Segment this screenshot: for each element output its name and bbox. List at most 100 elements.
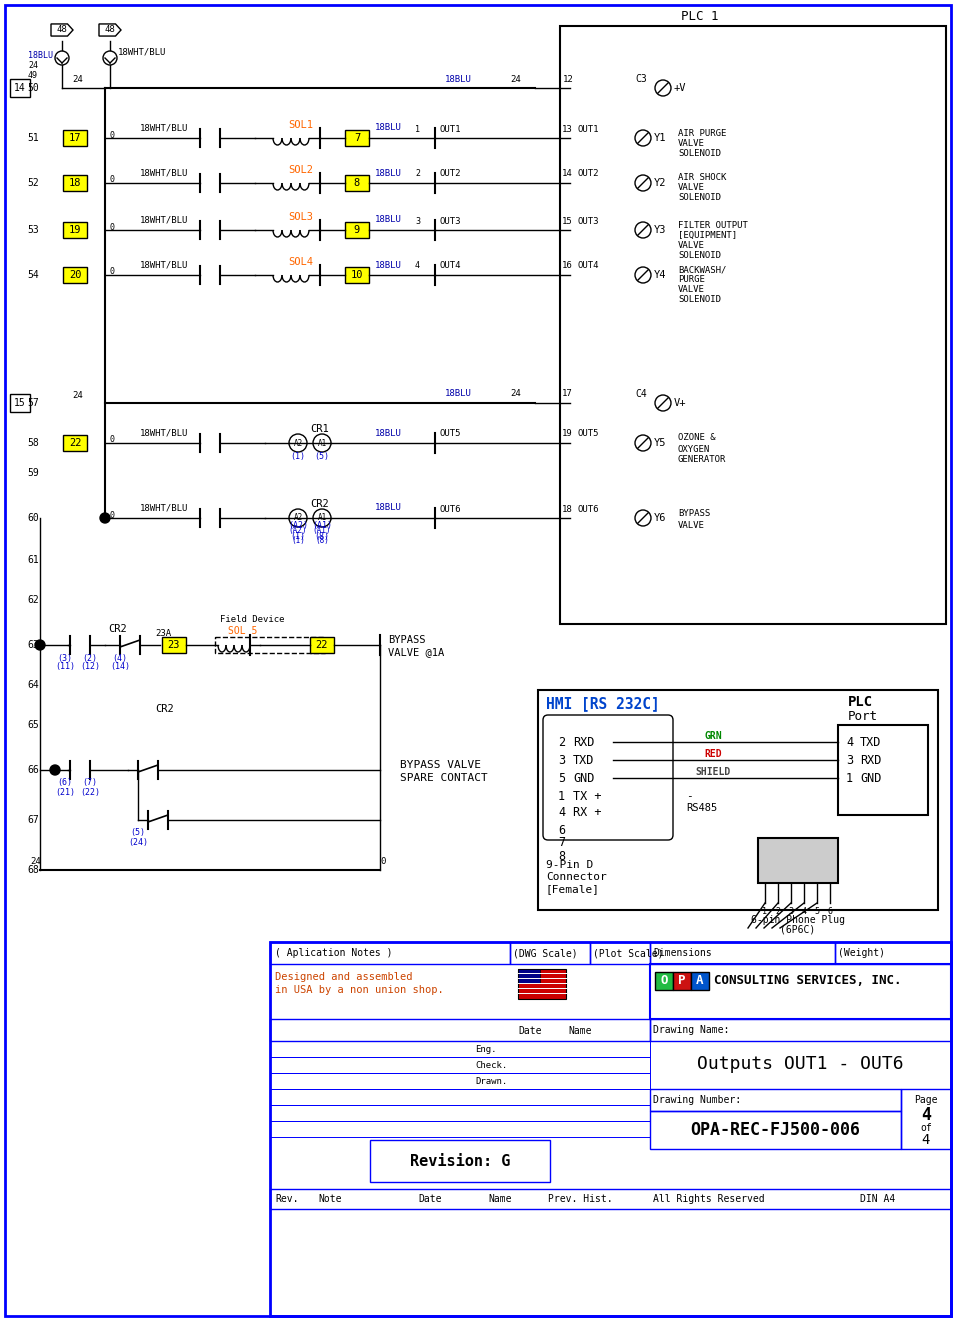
Text: OUT6: OUT6 (578, 505, 599, 514)
Text: 2: 2 (558, 736, 565, 749)
Text: 61: 61 (27, 555, 39, 565)
Text: 3: 3 (558, 753, 565, 766)
Text: 24: 24 (72, 75, 83, 85)
Text: OUT2: OUT2 (440, 169, 462, 178)
Text: TXD: TXD (860, 736, 881, 749)
Text: 19: 19 (562, 429, 573, 439)
Text: 59: 59 (27, 468, 39, 478)
Text: 18WHT/BLU: 18WHT/BLU (140, 123, 188, 132)
Text: 58: 58 (27, 439, 39, 448)
Bar (162, 637, 186, 653)
Text: OUT1: OUT1 (440, 124, 462, 133)
Text: VALVE @1A: VALVE @1A (388, 647, 445, 657)
Text: 66: 66 (27, 765, 39, 775)
Text: C3: C3 (635, 74, 647, 85)
Text: VALVE: VALVE (678, 240, 705, 250)
Text: SOLENOID: SOLENOID (678, 148, 721, 157)
Text: 54: 54 (27, 269, 39, 280)
Text: OZONE &: OZONE & (678, 433, 716, 443)
Bar (758, 838, 838, 882)
Text: SOLENOID: SOLENOID (678, 251, 721, 259)
Text: 18WHT/BLU: 18WHT/BLU (140, 503, 188, 513)
Text: SOL4: SOL4 (289, 258, 314, 267)
Text: 57: 57 (27, 398, 39, 408)
Bar (650, 964, 951, 1018)
Bar (63, 435, 87, 450)
Text: 18WHT/BLU: 18WHT/BLU (140, 169, 188, 177)
Text: Y2: Y2 (654, 178, 666, 188)
Text: 18WHT/BLU: 18WHT/BLU (140, 260, 188, 269)
Text: Y5: Y5 (654, 439, 666, 448)
Bar (270, 1018, 650, 1041)
Text: A1: A1 (317, 439, 327, 448)
Bar (345, 129, 369, 147)
Bar (345, 267, 369, 283)
Text: 18BLU: 18BLU (445, 390, 472, 399)
Bar (560, 26, 946, 624)
Text: CONSULTING SERVICES, INC.: CONSULTING SERVICES, INC. (714, 975, 902, 988)
Bar (835, 942, 951, 964)
Bar (655, 972, 673, 989)
Text: 18BLU: 18BLU (375, 503, 402, 513)
Text: in USA by a non union shop.: in USA by a non union shop. (275, 985, 444, 995)
Text: Date: Date (418, 1194, 442, 1203)
Text: OUT5: OUT5 (440, 429, 462, 439)
Text: (11): (11) (55, 663, 75, 671)
Text: (21): (21) (55, 787, 75, 797)
Text: A1: A1 (317, 514, 327, 523)
Text: 50: 50 (27, 83, 39, 92)
Text: 18BLU: 18BLU (375, 428, 402, 437)
Text: 17: 17 (69, 133, 81, 143)
Text: HMI [RS 232C]: HMI [RS 232C] (546, 696, 660, 712)
Text: All Rights Reserved: All Rights Reserved (653, 1194, 765, 1203)
Text: 53: 53 (27, 225, 39, 235)
Text: SOLENOID: SOLENOID (678, 296, 721, 305)
Text: 14: 14 (562, 169, 573, 178)
Text: (12): (12) (80, 663, 100, 671)
Text: OUT3: OUT3 (578, 217, 599, 226)
Bar (270, 1104, 650, 1122)
Text: PURGE: PURGE (678, 276, 705, 284)
Bar (270, 1073, 650, 1089)
Text: 63: 63 (27, 639, 39, 650)
Text: Drawing Name:: Drawing Name: (653, 1025, 729, 1034)
Text: 4: 4 (558, 806, 565, 819)
Text: (6): (6) (57, 778, 73, 787)
Text: 0: 0 (109, 176, 114, 185)
Polygon shape (99, 24, 121, 36)
Text: 8: 8 (354, 178, 360, 188)
Text: RXD: RXD (860, 753, 881, 766)
Text: C4: C4 (635, 388, 647, 399)
Bar (270, 1057, 650, 1073)
Bar (270, 942, 510, 964)
Text: Name: Name (488, 1194, 511, 1203)
Text: ( Aplication Notes ): ( Aplication Notes ) (275, 948, 393, 958)
Text: Page: Page (914, 1095, 938, 1104)
Text: 7: 7 (558, 836, 565, 849)
Text: TX +: TX + (573, 790, 601, 802)
Text: AIR SHOCK: AIR SHOCK (678, 173, 727, 182)
Text: (A2): (A2) (289, 527, 307, 535)
Text: (A1): (A1) (313, 527, 331, 535)
Circle shape (635, 222, 651, 238)
Circle shape (289, 435, 307, 452)
Text: SPARE CONTACT: SPARE CONTACT (400, 773, 488, 783)
Bar (310, 637, 334, 653)
Circle shape (635, 435, 651, 450)
Text: SOL 5: SOL 5 (228, 626, 257, 635)
Text: 9-Pin D: 9-Pin D (546, 860, 594, 871)
Text: 18WHT/BLU: 18WHT/BLU (140, 428, 188, 437)
Bar (538, 690, 938, 910)
Text: 2: 2 (415, 169, 420, 178)
Text: Field Device: Field Device (220, 614, 285, 624)
Text: (Weight): (Weight) (838, 948, 885, 958)
Bar (838, 725, 928, 815)
Text: Date: Date (518, 1026, 541, 1036)
Text: (5): (5) (315, 452, 330, 461)
Text: CR2: CR2 (155, 704, 174, 713)
Bar (590, 942, 650, 964)
Text: A2: A2 (293, 514, 303, 523)
Text: 24: 24 (30, 856, 41, 865)
Text: 10: 10 (351, 269, 363, 280)
Text: Y3: Y3 (654, 225, 666, 235)
